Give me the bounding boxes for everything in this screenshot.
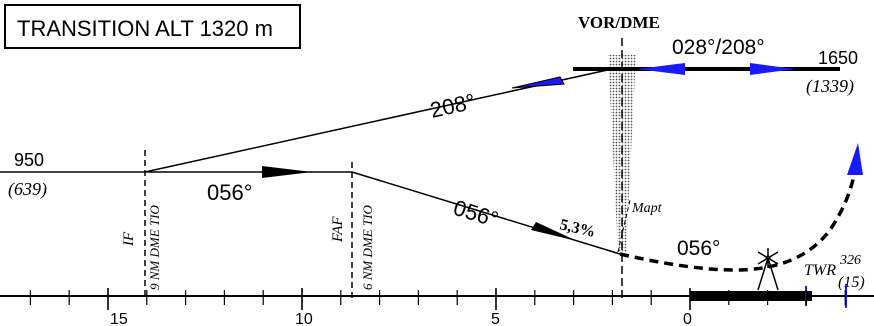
if-dme-distance: 9 NM DME TIO <box>147 205 162 290</box>
missed-track-label: 056° <box>677 237 720 260</box>
outbound-track-label: 208° <box>428 89 478 123</box>
tower-height: (15) <box>838 274 865 291</box>
if-height: (639) <box>8 179 47 200</box>
vor-dme-label: VOR/DME <box>578 13 660 32</box>
missed-approach-arrow-icon <box>847 143 863 175</box>
holding-track-label: 028°/208° <box>672 36 765 59</box>
scale-label-15: 15 <box>110 311 128 326</box>
inbound-arrow-icon <box>262 166 312 178</box>
mapt-leader-line <box>617 199 631 253</box>
holding-arrow-left-icon <box>637 63 685 75</box>
scale-ticks <box>29 288 846 310</box>
faf-dme-distance: 6 NM DME TIO <box>360 205 375 290</box>
runway-bar <box>690 291 812 301</box>
tower-obstacle-icon <box>757 248 779 291</box>
faf-label: FAF <box>330 216 346 243</box>
scale-label-10: 10 <box>295 311 313 326</box>
tower-altitude: 326 <box>839 253 861 268</box>
final-arrow-icon <box>531 222 577 241</box>
final-track-label: 056° <box>451 195 502 232</box>
scale-label-5: 5 <box>491 311 500 326</box>
holding-arrow-right-icon <box>750 63 795 75</box>
if-label: IF <box>121 231 137 247</box>
mapt-label: Mapt <box>631 201 663 216</box>
hold-height: (1339) <box>806 76 854 97</box>
transition-alt-label: TRANSITION ALT 1320 m <box>17 16 273 41</box>
hold-altitude: 1650 <box>818 48 858 68</box>
if-altitude: 950 <box>14 150 44 170</box>
transition-alt-box <box>4 4 301 49</box>
scale-label-0: 0 <box>683 311 692 326</box>
tower-label: TWR <box>804 262 836 279</box>
outbound-arrow-icon <box>511 76 565 89</box>
missed-approach-path <box>619 169 857 272</box>
inbound-track-label: 056° <box>207 180 253 205</box>
